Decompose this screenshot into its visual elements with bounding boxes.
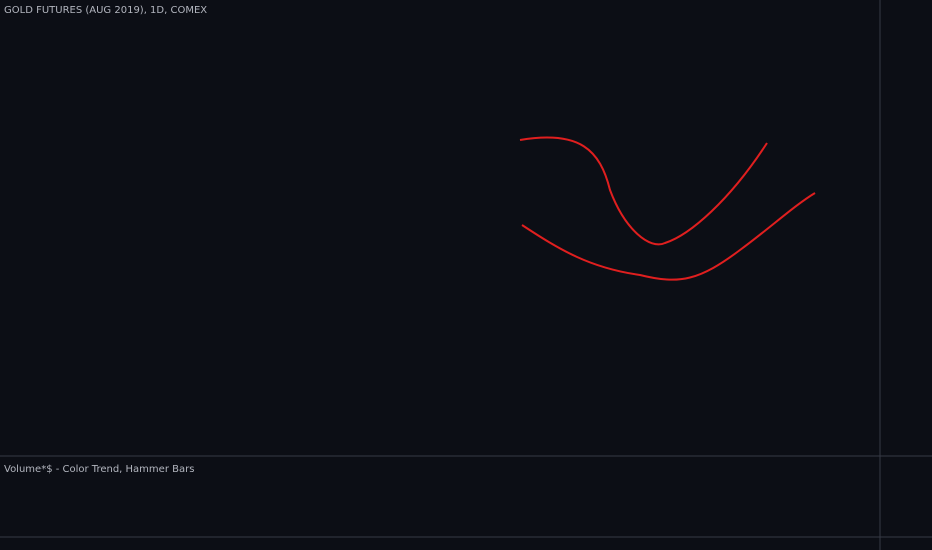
forecast-curve xyxy=(519,136,768,246)
forecast-curves xyxy=(519,136,816,281)
chart-title: GOLD FUTURES (AUG 2019), 1D, COMEX xyxy=(4,5,207,16)
indicator-title: Volume*$ - Color Trend, Hammer Bars xyxy=(4,464,194,475)
forecast-curve xyxy=(521,192,816,281)
